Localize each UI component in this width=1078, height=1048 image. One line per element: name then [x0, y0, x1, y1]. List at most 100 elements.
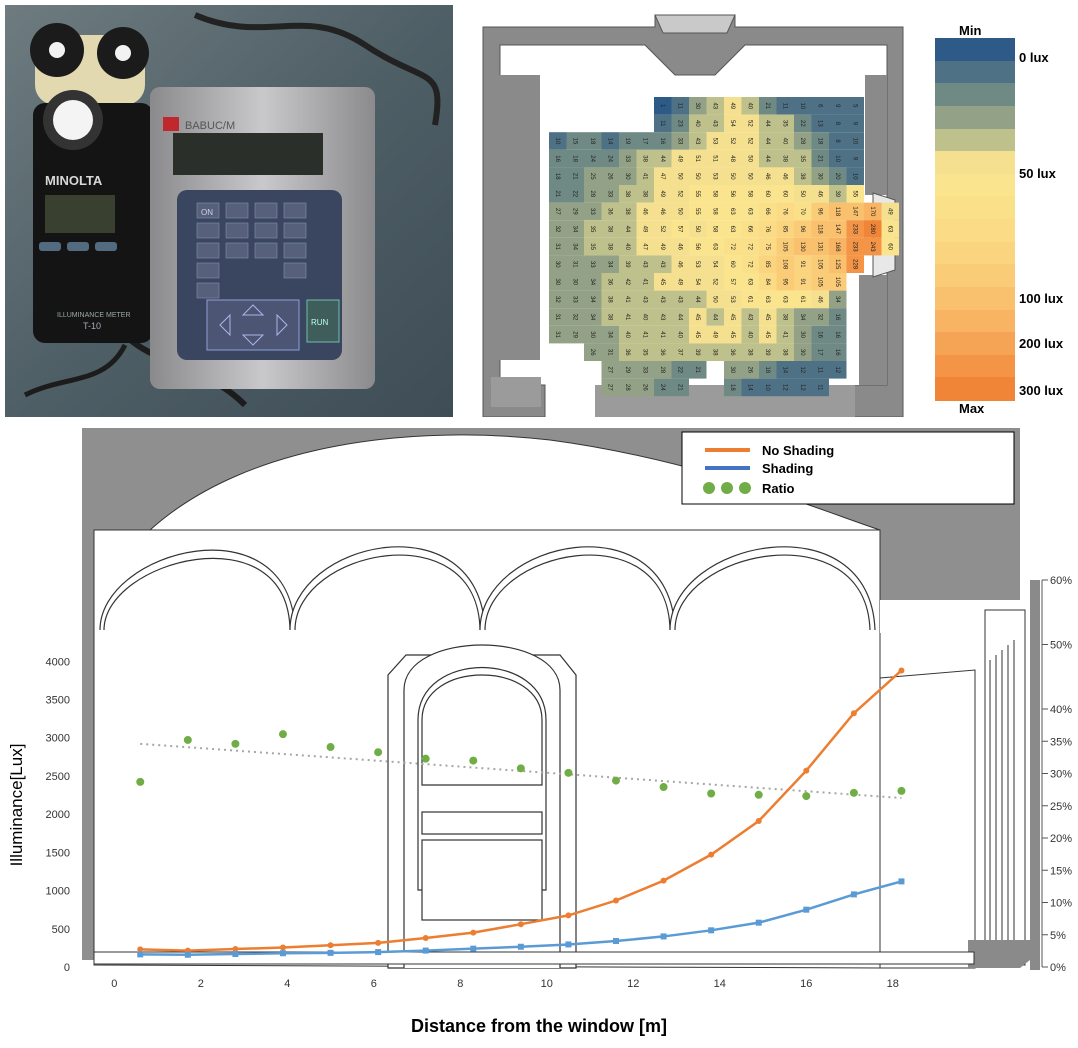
heatmap-cell-value: 27: [554, 208, 560, 215]
shading-point: [803, 906, 810, 913]
heatmap-cell-value: 60: [764, 190, 770, 197]
heatmap-cell: [741, 325, 759, 344]
heatmap-cell-value: 32: [554, 226, 560, 233]
babuc-on-key: ON: [201, 208, 213, 217]
heatmap-cell-value: 43: [694, 138, 700, 145]
heatmap-cell: [724, 378, 742, 397]
heatmap-cell: [829, 343, 847, 361]
heatmap-cell-value: 21: [676, 384, 682, 391]
heatmap-cell-value: 21: [694, 366, 700, 373]
heatmap-cell-value: 35: [589, 226, 595, 233]
illuminance-chart: 0 500 1000 1500 2000 2500 3000 3500 4000 0% 5% 10% 1…: [0, 420, 1078, 1043]
heatmap-cell-value: 40: [746, 102, 752, 109]
scale-tick-0: 0 lux: [1019, 50, 1049, 65]
heatmap-cell-value: 30: [554, 261, 560, 268]
heatmap-cell-value: 46: [781, 173, 787, 180]
heatmap-cell: [794, 185, 812, 203]
heatmap-cell: [811, 220, 829, 238]
shading-point: [565, 941, 572, 948]
heatmap-cell: [811, 149, 829, 168]
heatmap-cell: [601, 255, 619, 273]
heatmap-cell: [759, 220, 777, 238]
heatmap-cell: [759, 149, 777, 168]
scale-swatch: [935, 151, 1015, 175]
heatmap-cell: [829, 167, 847, 185]
plot-series: [136, 667, 906, 958]
heatmap-cell: [776, 325, 794, 344]
heatmap-cell: [549, 273, 567, 291]
heatmap-cell-value: 53: [694, 261, 700, 268]
no-shading-point: [803, 767, 810, 774]
shading-point: [279, 950, 286, 957]
heatmap-cell-value: 61: [746, 296, 752, 303]
heatmap-cell: [601, 343, 619, 361]
heatmap-cell-value: 170: [869, 206, 875, 217]
heatmap-cell: [689, 273, 707, 291]
heatmap-cell-value: 16: [834, 349, 840, 356]
heatmap-cell-value: 43: [659, 261, 665, 268]
heatmap-cell-value: 43: [711, 102, 717, 109]
heatmap-cell: [811, 255, 829, 273]
heatmap-cell: [811, 361, 829, 379]
heatmap-cell: [829, 97, 847, 115]
heatmap-cell-value: 43: [676, 296, 682, 303]
heatmap-cell-value: 38: [641, 155, 647, 162]
heatmap-cell-value: 38: [711, 349, 717, 356]
heatmap-cell: [724, 255, 742, 273]
heatmap-cell: [759, 290, 777, 309]
heatmap-cell: [636, 237, 654, 256]
heatmap-cell-value: 61: [799, 296, 805, 303]
heatmap-cell-value: 91: [799, 278, 805, 285]
heatmap-cell: [706, 308, 724, 326]
heatmap-cell-value: 48: [729, 155, 735, 162]
heatmap-cell: [566, 220, 584, 238]
heatmap-cell: [619, 255, 637, 273]
heatmap-cell-value: 11: [659, 120, 665, 127]
heatmap-cell-value: 66: [746, 226, 752, 233]
heatmap-cell: [759, 343, 777, 361]
heatmap-cell-value: 31: [571, 261, 577, 268]
shading-point: [422, 947, 429, 954]
heatmap-cell-value: 72: [746, 243, 752, 250]
heatmap-cell: [794, 361, 812, 379]
heatmap-cell-value: 41: [641, 173, 647, 180]
heatmap-cell-value: 34: [571, 226, 577, 233]
heatmap-cell: [706, 220, 724, 238]
heatmap-cell-value: 49: [659, 243, 665, 250]
heatmap-cell: [759, 361, 777, 379]
heatmap-cell-value: 45: [764, 331, 770, 338]
heatmap-cell-value: 50: [694, 226, 700, 233]
heatmap-cell-value: 35: [799, 155, 805, 162]
no-shading-point: [565, 912, 572, 919]
heatmap-cell-value: 52: [676, 190, 682, 197]
heatmap-cell: [811, 290, 829, 309]
heatmap-cell: [706, 149, 724, 168]
heatmap-cell-value: 15: [571, 138, 577, 145]
heatmap-cell-value: 45: [694, 314, 700, 321]
heatmap-cell-value: 10: [799, 102, 805, 109]
scale-max-label: Max: [959, 401, 985, 416]
heatmap-cell: [549, 237, 567, 256]
heatmap-cell-value: 26: [589, 349, 595, 356]
scale-swatch: [935, 286, 1015, 310]
heatmap-cell-value: 20: [834, 173, 840, 180]
shading-point: [850, 891, 857, 898]
heatmap-cell: [829, 308, 847, 326]
heatmap-cell-value: 45: [694, 331, 700, 338]
heatmap-cell-value: 36: [606, 278, 612, 285]
heatmap-cell-value: 41: [781, 331, 787, 338]
heatmap-cell: [864, 237, 882, 256]
heatmap-cell: [671, 149, 689, 168]
heatmap-cell: [724, 97, 742, 115]
heatmap-cell-value: 39: [624, 261, 630, 268]
heatmap-cell-value: 38: [781, 314, 787, 321]
y-tick-label: 1000: [46, 886, 70, 898]
y-axis-label: Illuminance[Lux]: [7, 744, 26, 867]
heatmap-cell-value: 23: [676, 120, 682, 127]
heatmap-cell-value: 58: [711, 208, 717, 215]
heatmap-cell-value: 44: [764, 155, 770, 162]
heatmap-cell-value: 60: [781, 190, 787, 197]
heatmap-cell-value: 58: [711, 226, 717, 233]
heatmap-cell-value: 34: [606, 261, 612, 268]
x-tick-label: 14: [714, 978, 726, 990]
